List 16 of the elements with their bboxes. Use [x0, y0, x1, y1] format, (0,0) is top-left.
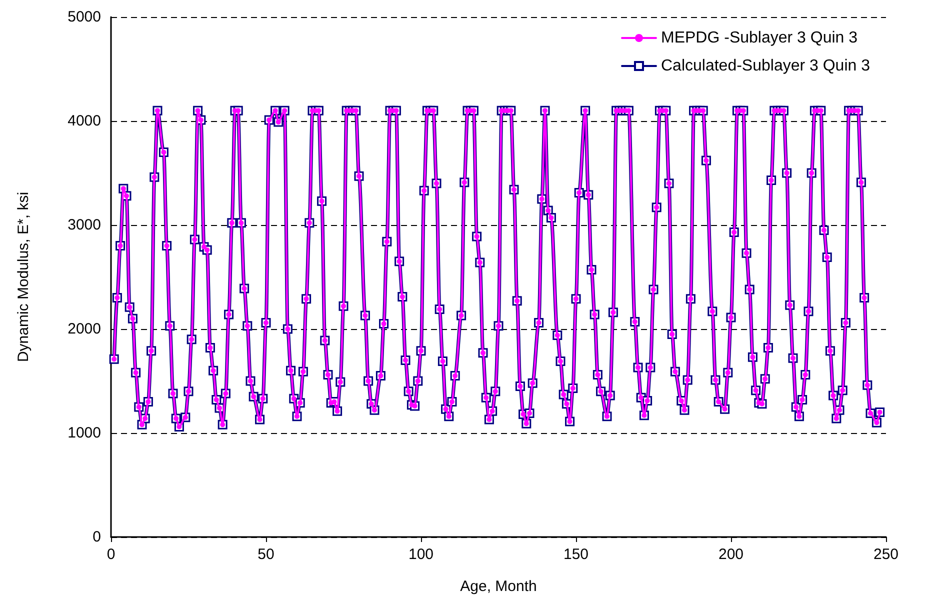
y-tick-label: 0	[92, 528, 101, 546]
y-axis-title: Dynamic Modulus, E*, ksi	[15, 192, 32, 362]
y-tick-label: 5000	[68, 8, 101, 26]
y-tick-label: 4000	[68, 112, 101, 130]
y-tick-label: 1000	[68, 424, 101, 442]
legend-label: MEPDG -Sublayer 3 Quin 3	[660, 30, 858, 46]
x-tick-label: 100	[408, 546, 434, 563]
x-tick-label: 200	[718, 546, 744, 563]
x-tick-label: 50	[258, 546, 274, 563]
x-tick-label: 0	[106, 546, 116, 563]
x-tick-label: 250	[873, 546, 899, 563]
legend-label: Calculated-Sublayer 3 Quin 3	[660, 58, 870, 74]
x-axis-title: Age, Month	[460, 578, 537, 595]
y-tick-label: 3000	[68, 216, 101, 234]
x-tick-label: 150	[563, 546, 589, 563]
y-tick-label: 2000	[68, 320, 101, 338]
